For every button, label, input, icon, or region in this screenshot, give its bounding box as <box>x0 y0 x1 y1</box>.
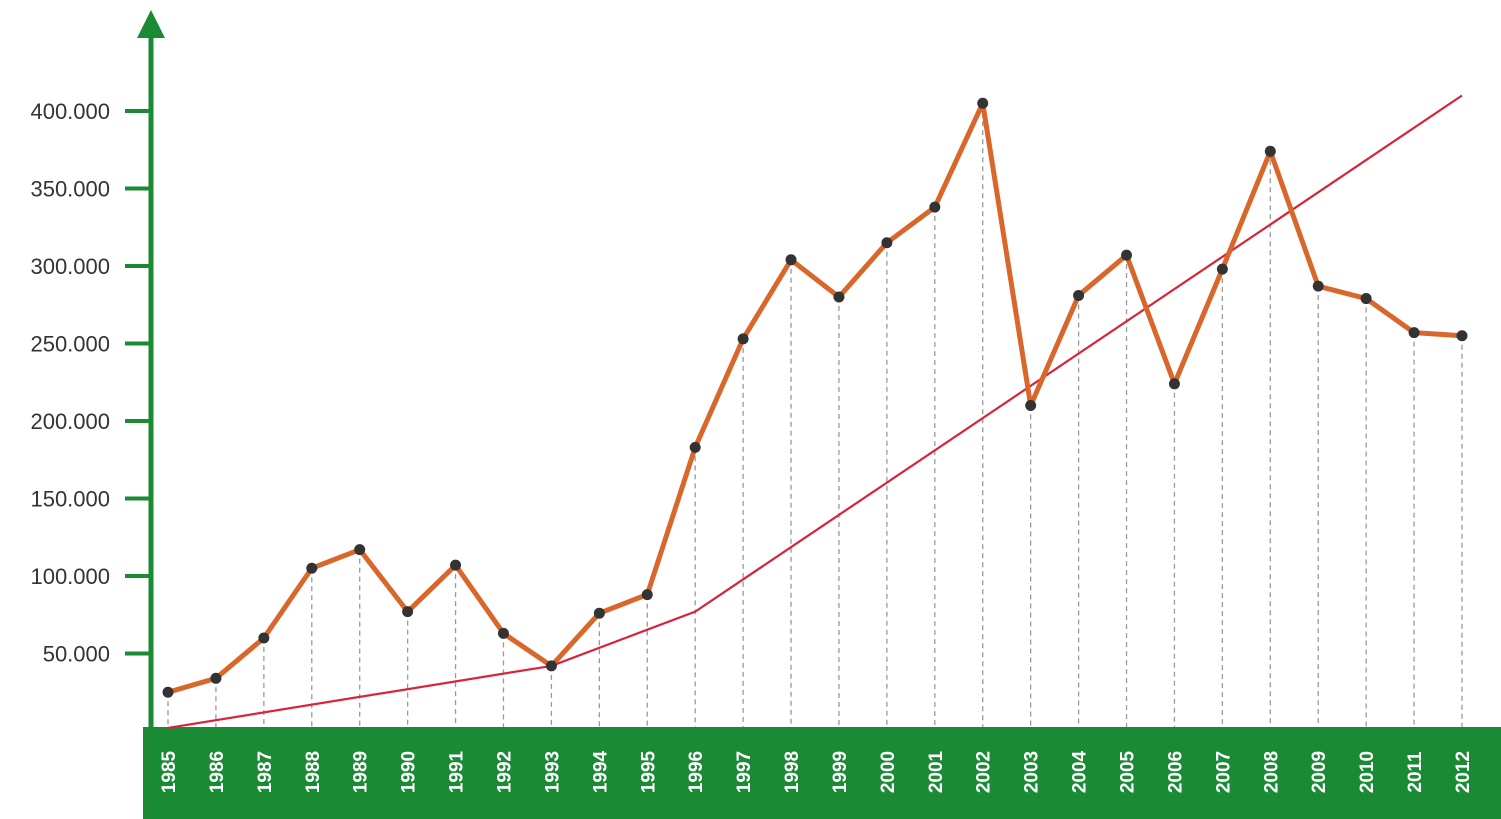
data-point <box>689 441 701 453</box>
data-point <box>450 559 462 571</box>
data-point <box>402 606 414 618</box>
x-tick-label: 1989 <box>351 751 372 793</box>
y-tick-label: 300.000 <box>30 254 110 279</box>
data-point <box>1264 145 1276 157</box>
x-tick-label: 1986 <box>207 751 228 793</box>
x-tick-label: 1993 <box>542 751 563 793</box>
x-tick-label: 2000 <box>878 751 899 793</box>
data-point <box>162 686 174 698</box>
main-line <box>165 100 1465 695</box>
x-tick-label: 2002 <box>974 751 995 793</box>
x-tick-label: 2005 <box>1118 750 1139 793</box>
data-point <box>1408 327 1420 339</box>
x-tick-label: 2008 <box>1261 751 1282 793</box>
y-tick-label: 200.000 <box>30 409 110 434</box>
x-tick-label: 1996 <box>686 751 707 793</box>
data-point <box>737 333 749 345</box>
data-point <box>833 291 845 303</box>
data-point <box>593 607 605 619</box>
x-tick-label: 2001 <box>926 750 947 793</box>
data-point <box>306 562 318 574</box>
x-axis-band <box>143 727 1501 819</box>
x-tick-label: 2003 <box>1022 751 1043 793</box>
x-tick-label: 1998 <box>782 751 803 793</box>
x-tick-label: 2011 <box>1405 751 1426 793</box>
x-tick-label: 1992 <box>494 751 515 793</box>
y-axis-arrow-icon <box>137 10 165 38</box>
x-tick-label: 2010 <box>1357 751 1378 793</box>
x-tick-label: 1990 <box>399 751 420 793</box>
trend-series <box>167 94 1463 729</box>
data-point <box>929 201 941 213</box>
x-tick-label: 1997 <box>734 751 755 793</box>
data-point <box>545 660 557 672</box>
x-tick-label: 2007 <box>1213 751 1234 793</box>
data-point <box>258 632 270 644</box>
y-tick-label: 50.000 <box>43 642 110 667</box>
x-tick-labels: 1985 1986 1987 1988 1989 1990 1991 1992 1993 1994… <box>159 750 1474 793</box>
y-axis <box>137 10 165 760</box>
x-tick-label: 2009 <box>1309 751 1330 793</box>
data-point <box>1456 330 1468 342</box>
data-point <box>497 627 509 639</box>
data-point <box>1121 249 1133 261</box>
x-tick-label: 1987 <box>255 751 276 793</box>
data-point <box>1312 280 1324 292</box>
data-point <box>1216 263 1228 275</box>
x-tick-label: 2012 <box>1453 751 1474 793</box>
x-tick-label: 1994 <box>590 750 611 793</box>
data-point <box>641 589 653 601</box>
data-point <box>977 97 989 109</box>
x-tick-label: 2004 <box>1070 750 1091 793</box>
x-tick-label: 1995 <box>638 750 659 793</box>
y-tick-label: 100.000 <box>30 564 110 589</box>
data-point <box>785 254 797 266</box>
x-tick-label: 2006 <box>1165 751 1186 793</box>
y-tick-label: 250.000 <box>30 332 110 357</box>
x-tick-label: 1991 <box>447 750 468 793</box>
trend-line <box>167 94 1463 729</box>
data-point <box>354 544 366 556</box>
x-tick-label: 1988 <box>303 751 324 793</box>
data-point <box>1360 293 1372 305</box>
data-point <box>1073 289 1085 301</box>
y-tick-labels: 50.000 100.000 150.000 200.000 250.000 300.00… <box>30 99 151 667</box>
data-point <box>1025 400 1037 411</box>
main-series <box>162 97 1468 698</box>
data-point <box>1168 378 1180 390</box>
y-tick-label: 400.000 <box>30 99 110 124</box>
data-point <box>881 237 893 249</box>
y-tick-label: 350.000 <box>30 177 110 202</box>
y-tick-label: 150.000 <box>30 487 110 512</box>
x-tick-label: 1999 <box>830 751 851 793</box>
data-point <box>210 672 222 684</box>
drop-lines <box>167 103 1463 727</box>
x-tick-label: 1985 <box>159 750 180 793</box>
